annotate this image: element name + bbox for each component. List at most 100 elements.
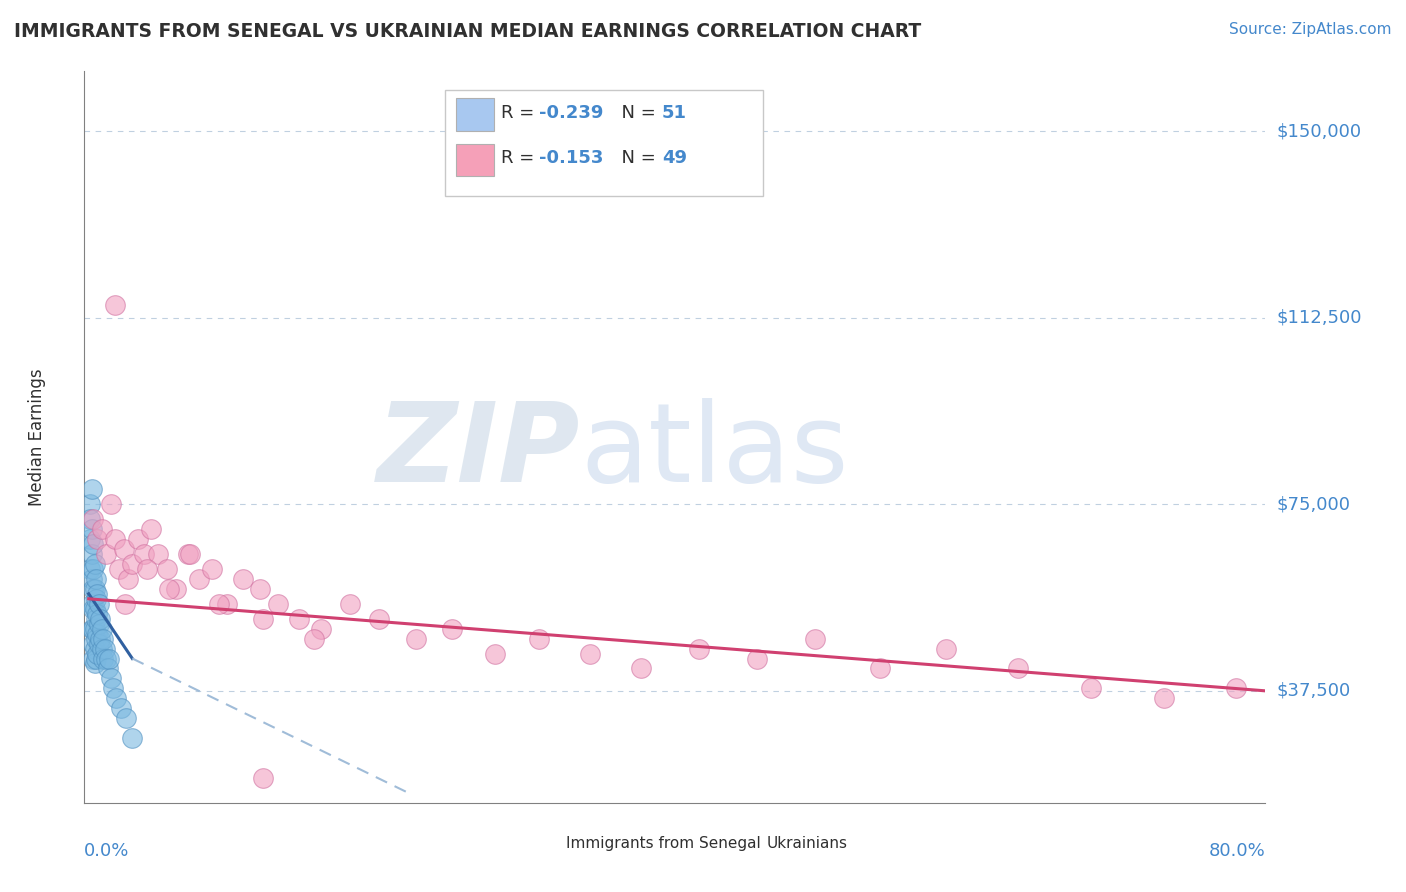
Point — [302, 632, 325, 646]
Point — [252, 771, 274, 785]
Point — [89, 632, 111, 646]
FancyBboxPatch shape — [457, 144, 494, 176]
Text: R =: R = — [502, 149, 540, 168]
Point — [121, 731, 143, 745]
Text: $37,500: $37,500 — [1277, 681, 1351, 700]
Point — [208, 597, 231, 611]
Point — [110, 701, 132, 715]
Point — [89, 612, 111, 626]
Point — [405, 632, 427, 646]
Point — [84, 612, 107, 626]
Text: $112,500: $112,500 — [1277, 309, 1362, 326]
Point — [90, 522, 112, 536]
Point — [82, 537, 104, 551]
Text: R =: R = — [502, 104, 540, 122]
Point — [94, 547, 117, 561]
Point — [249, 582, 271, 596]
Point — [309, 622, 332, 636]
Point — [630, 661, 652, 675]
Point — [484, 647, 506, 661]
Point — [1080, 681, 1102, 696]
Point — [86, 607, 108, 621]
Point — [1225, 681, 1247, 696]
Text: -0.239: -0.239 — [538, 104, 603, 122]
Point — [80, 522, 103, 536]
Point — [935, 641, 957, 656]
Point — [82, 636, 104, 650]
Point — [288, 612, 311, 626]
Point — [103, 681, 125, 696]
Point — [135, 562, 157, 576]
Point — [132, 547, 155, 561]
Point — [148, 547, 170, 561]
Point — [1153, 691, 1175, 706]
Point — [86, 587, 108, 601]
Text: 80.0%: 80.0% — [1209, 842, 1265, 860]
Point — [252, 612, 274, 626]
Point — [579, 647, 602, 661]
Point — [87, 636, 110, 650]
Point — [87, 597, 110, 611]
Point — [100, 497, 122, 511]
Point — [83, 657, 105, 671]
FancyBboxPatch shape — [731, 831, 762, 858]
Point — [156, 562, 179, 576]
Point — [84, 632, 107, 646]
Text: Source: ZipAtlas.com: Source: ZipAtlas.com — [1229, 22, 1392, 37]
Point — [745, 651, 768, 665]
Point — [80, 483, 103, 497]
Text: IMMIGRANTS FROM SENEGAL VS UKRAINIAN MEDIAN EARNINGS CORRELATION CHART: IMMIGRANTS FROM SENEGAL VS UKRAINIAN MED… — [14, 22, 921, 41]
Point — [165, 582, 187, 596]
Point — [79, 512, 101, 526]
Point — [86, 647, 108, 661]
Point — [79, 532, 101, 546]
Point — [100, 672, 122, 686]
Point — [90, 622, 112, 636]
Point — [176, 547, 198, 561]
Point — [104, 532, 127, 546]
Text: N =: N = — [610, 149, 661, 168]
Point — [87, 616, 110, 631]
Point — [86, 532, 108, 546]
Point — [121, 557, 143, 571]
Point — [440, 622, 463, 636]
Text: Ukrainians: Ukrainians — [768, 836, 848, 851]
Point — [83, 601, 105, 615]
Text: 49: 49 — [662, 149, 688, 168]
Point — [688, 641, 710, 656]
Text: Median Earnings: Median Earnings — [28, 368, 46, 506]
Point — [79, 497, 101, 511]
Point — [84, 591, 107, 606]
Point — [179, 547, 201, 561]
Point — [127, 532, 149, 546]
Point — [215, 597, 238, 611]
Point — [83, 582, 105, 596]
Point — [82, 582, 104, 596]
Point — [83, 622, 105, 636]
Point — [93, 641, 115, 656]
Point — [266, 597, 288, 611]
Point — [104, 298, 127, 312]
Point — [80, 547, 103, 561]
Point — [83, 641, 105, 656]
Point — [97, 661, 120, 675]
Point — [90, 641, 112, 656]
Point — [82, 512, 104, 526]
Text: 0.0%: 0.0% — [84, 842, 129, 860]
Point — [339, 597, 361, 611]
FancyBboxPatch shape — [444, 90, 763, 195]
Point — [157, 582, 180, 596]
Text: Immigrants from Senegal: Immigrants from Senegal — [567, 836, 761, 851]
Point — [112, 542, 135, 557]
Point — [82, 562, 104, 576]
Point — [108, 562, 131, 576]
Point — [117, 572, 139, 586]
Text: $75,000: $75,000 — [1277, 495, 1351, 513]
Point — [115, 711, 138, 725]
Point — [232, 572, 254, 586]
Point — [368, 612, 391, 626]
Text: -0.153: -0.153 — [538, 149, 603, 168]
Point — [91, 632, 114, 646]
Point — [86, 626, 108, 640]
Point — [83, 557, 105, 571]
